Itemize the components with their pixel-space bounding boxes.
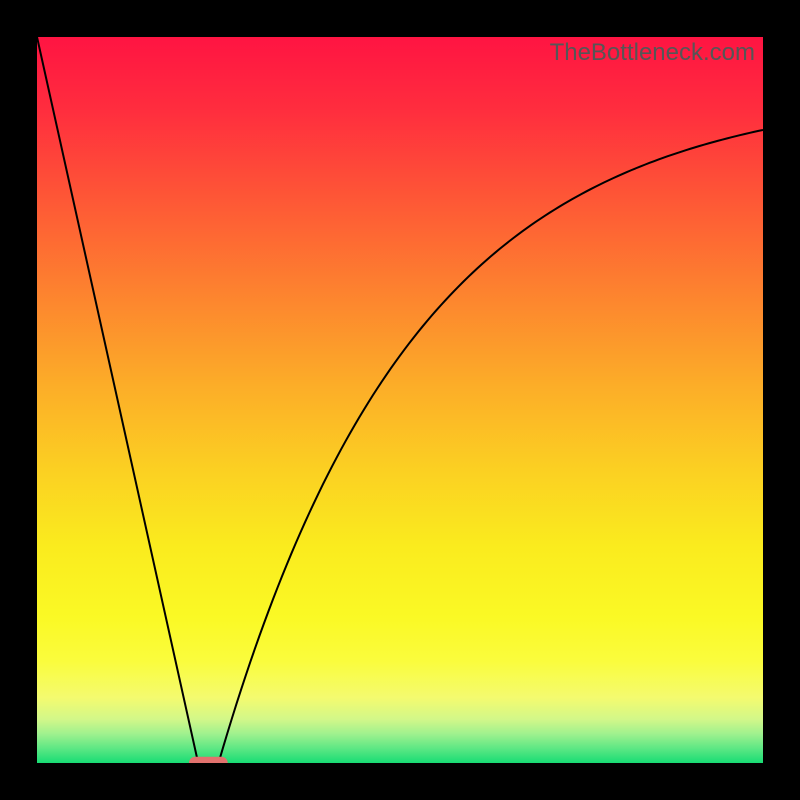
plot-area: TheBottleneck.com [37, 37, 763, 763]
optimal-marker [37, 37, 763, 763]
watermark-text: TheBottleneck.com [550, 39, 755, 67]
chart-frame: TheBottleneck.com [0, 0, 800, 800]
